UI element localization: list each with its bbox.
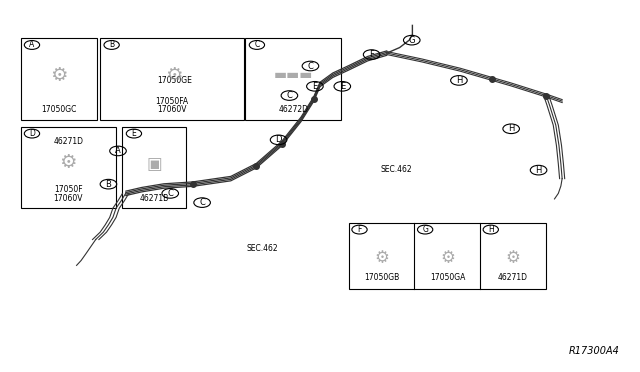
Text: R17300A4: R17300A4 [568, 346, 620, 356]
Text: B: B [106, 180, 111, 189]
Text: 46271D: 46271D [53, 137, 83, 146]
Text: ⚙: ⚙ [50, 66, 67, 85]
Text: H: H [508, 124, 515, 133]
Text: C: C [167, 189, 173, 198]
Text: 46271B: 46271B [140, 193, 169, 203]
Text: ⚙: ⚙ [506, 249, 520, 267]
Text: H: H [456, 76, 462, 85]
Text: ⚙: ⚙ [60, 153, 77, 171]
Text: D: D [275, 135, 282, 144]
Text: ▣: ▣ [147, 155, 162, 173]
Text: 46271D: 46271D [498, 273, 528, 282]
Text: 46272D: 46272D [278, 105, 308, 114]
Text: G: G [422, 225, 428, 234]
Text: H: H [536, 166, 541, 174]
Text: 17050GC: 17050GC [41, 105, 76, 114]
Text: H: H [488, 225, 493, 234]
Text: F: F [369, 50, 374, 59]
Text: SEC.462: SEC.462 [381, 165, 412, 174]
Text: A: A [115, 147, 121, 155]
Text: ⚙: ⚙ [440, 249, 455, 267]
Text: B: B [109, 41, 114, 49]
Text: F: F [357, 225, 362, 234]
Text: C: C [199, 198, 205, 207]
Text: A: A [29, 41, 35, 49]
Text: 17050GA: 17050GA [429, 273, 465, 282]
Text: C: C [307, 61, 314, 71]
Text: D: D [29, 129, 35, 138]
Text: G: G [408, 36, 415, 45]
Text: 17060V: 17060V [157, 105, 187, 114]
Text: 17050GB: 17050GB [364, 273, 399, 282]
Text: ⚙: ⚙ [164, 66, 182, 85]
Text: 17050F: 17050F [54, 186, 83, 195]
Text: 17050FA: 17050FA [156, 97, 188, 106]
Text: C: C [254, 41, 260, 49]
Text: C: C [287, 91, 292, 100]
Text: E: E [312, 82, 317, 91]
Text: ▬▬▬: ▬▬▬ [273, 68, 313, 82]
Text: SEC.462: SEC.462 [246, 244, 278, 253]
Text: E: E [132, 129, 136, 138]
Text: 17050GE: 17050GE [157, 76, 193, 85]
Text: 17060V: 17060V [54, 193, 83, 203]
Text: ⚙: ⚙ [374, 249, 389, 267]
Text: E: E [340, 82, 345, 91]
